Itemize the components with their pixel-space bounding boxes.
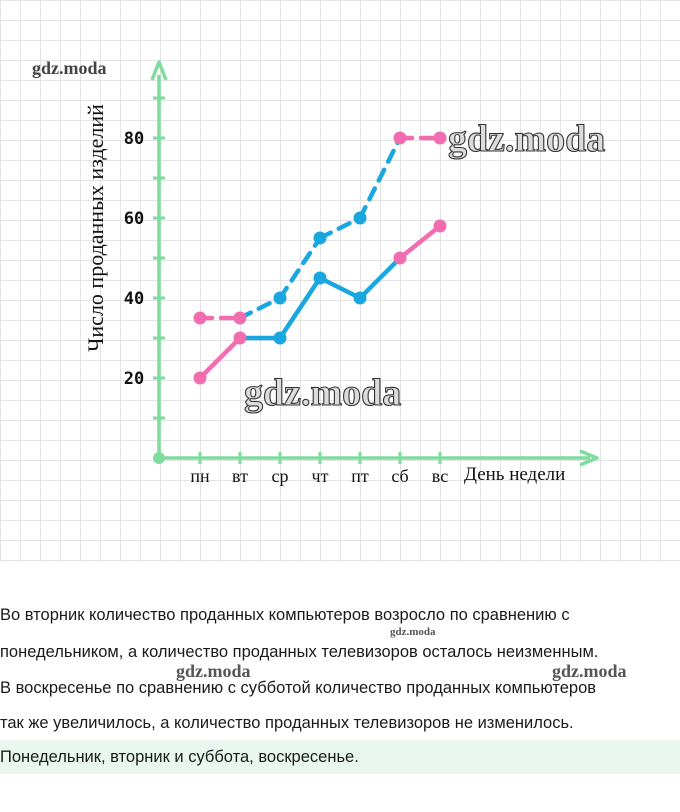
answer-text: Понедельник, вторник и суббота, воскресе… xyxy=(0,748,359,766)
origin-dot xyxy=(153,452,165,464)
x-tick-label: ср xyxy=(272,466,289,486)
series-point xyxy=(233,331,247,345)
series-point xyxy=(393,251,407,265)
text-area: Во вторник количество проданных компьюте… xyxy=(0,562,680,812)
watermark-upper: gdz.moda xyxy=(448,118,605,160)
series-segment xyxy=(357,255,403,301)
watermark-middle: gdz.moda xyxy=(244,372,401,414)
watermark-text-left: gdz.moda xyxy=(176,661,251,681)
x-axis-title: День недели xyxy=(464,464,565,485)
series-point xyxy=(353,211,367,225)
series-point xyxy=(393,131,407,145)
series-1 xyxy=(193,219,447,385)
series-point xyxy=(313,271,327,285)
explanation-line-4: так же увеличилось, а количество проданн… xyxy=(0,714,574,732)
series-point xyxy=(313,231,327,245)
series-point xyxy=(193,371,207,385)
series-2 xyxy=(193,131,447,325)
x-tick-label: сб xyxy=(391,466,408,486)
y-axis-arrow xyxy=(150,60,168,81)
chart-area: 20 40 60 80 пн вт ср чт пт сб вс Число проданных и… xyxy=(0,0,680,562)
series-segment xyxy=(277,275,323,341)
watermark-text-small: gdz.moda xyxy=(390,626,436,638)
x-tick-label: пт xyxy=(351,466,369,486)
x-tick-label: вс xyxy=(432,466,448,486)
series-layer xyxy=(193,131,447,385)
series-segment xyxy=(277,235,323,301)
series-point xyxy=(433,219,447,233)
answer-box: Понедельник, вторник и суббота, воскресе… xyxy=(0,740,680,774)
y-tick-label: 80 xyxy=(124,129,144,149)
series-point xyxy=(353,291,367,305)
watermark-text-right: gdz.moda xyxy=(552,661,627,681)
x-axis-arrow xyxy=(579,449,599,467)
series-point xyxy=(193,311,207,325)
y-tick-label: 20 xyxy=(124,369,144,389)
series-segment xyxy=(237,295,283,321)
series-point xyxy=(273,331,287,345)
watermark-top-left: gdz.moda xyxy=(32,58,107,78)
y-tick-label: 60 xyxy=(124,209,144,229)
explanation-line-2: понедельником, а количество проданных те… xyxy=(0,643,599,661)
series-segment xyxy=(317,275,363,301)
explanation-line-3: В воскресенье по сравнению с субботой ко… xyxy=(0,679,597,697)
series-point xyxy=(273,291,287,305)
x-tick-label: чт xyxy=(312,466,329,486)
x-tick-label: вт xyxy=(232,466,248,486)
x-tick-label: пн xyxy=(190,466,210,486)
ticks: 20 40 60 80 пн вт ср чт пт сб вс xyxy=(124,96,448,486)
y-tick-label: 40 xyxy=(124,289,144,309)
series-segment xyxy=(197,335,243,381)
y-axis-title: Число проданных изделий xyxy=(83,104,108,352)
line-chart: 20 40 60 80 пн вт ср чт пт сб вс Число проданных и… xyxy=(32,58,606,486)
explanation-line-1: Во вторник количество проданных компьюте… xyxy=(0,606,570,624)
series-point xyxy=(433,131,447,145)
series-segment xyxy=(357,135,403,221)
series-point xyxy=(233,311,247,325)
series-segment xyxy=(317,215,363,241)
series-segment xyxy=(397,223,443,261)
